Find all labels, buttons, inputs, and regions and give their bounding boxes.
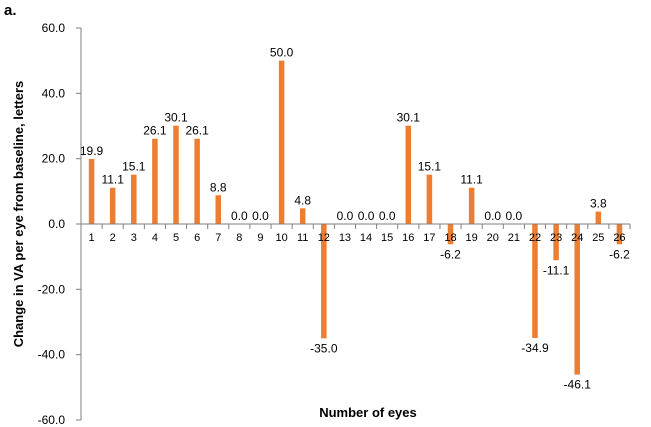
data-label: 8.8	[210, 180, 227, 194]
bar	[278, 60, 285, 224]
x-tick-label: 3	[131, 232, 137, 244]
y-tick-label: 40.0	[42, 86, 66, 100]
bar	[299, 208, 306, 224]
bar	[616, 224, 623, 245]
bar	[595, 211, 602, 224]
x-tick-label: 7	[215, 232, 221, 244]
data-label: 15.1	[418, 160, 442, 174]
data-label: -6.2	[609, 247, 630, 261]
y-tick-label: 60.0	[42, 21, 66, 35]
y-tick-label: 20.0	[42, 152, 66, 166]
y-axis: 60.0 40.0 20.0 0.0 -20.0 -40.0 -60.0	[38, 21, 82, 427]
x-tick-label: 12	[318, 232, 330, 244]
bar	[574, 224, 580, 375]
x-tick-label: 1	[88, 232, 94, 244]
x-axis-title: Number of eyes	[319, 405, 417, 420]
data-label: 3.8	[590, 197, 607, 211]
y-axis-title: Change in VA per eye from baseline, lett…	[11, 81, 26, 348]
bar	[109, 187, 116, 224]
data-label: 0.0	[252, 209, 269, 223]
bar	[152, 138, 158, 224]
x-tick-label: 9	[257, 232, 263, 244]
data-label: 0.0	[379, 209, 396, 223]
x-tick-label: 21	[508, 232, 520, 244]
bar	[426, 174, 433, 224]
x-tick-label: 10	[275, 232, 287, 244]
bar	[88, 158, 95, 224]
data-label: 0.0	[506, 209, 523, 223]
bars: 19.911.115.126.130.126.18.80.0 0.050.04.8…	[80, 46, 630, 392]
data-label: 11.1	[460, 173, 483, 187]
y-tick-label: -60.0	[38, 413, 66, 427]
data-label: -35.0	[310, 341, 338, 355]
bar	[405, 125, 412, 224]
x-axis: 1 2 3 4 5 6 7 8 9 10 11 12 13 14 15 16 17 18 19 20 21 22 23 24 2…	[80, 223, 631, 244]
bar	[553, 224, 559, 261]
data-label: -34.9	[521, 341, 549, 355]
data-label: 26.1	[185, 124, 209, 138]
x-tick-label: 11	[297, 232, 308, 244]
bar	[532, 224, 538, 339]
data-label: 0.0	[231, 209, 248, 223]
x-tick-label: 4	[152, 232, 158, 244]
data-label: 15.1	[122, 160, 146, 174]
data-label: 30.1	[164, 111, 188, 125]
x-tick-label: 16	[402, 232, 414, 244]
data-label: -11.1	[543, 263, 570, 277]
x-tick-label: 18	[444, 232, 456, 244]
bar	[321, 224, 327, 339]
x-tick-label: 22	[529, 232, 541, 244]
data-label: 30.1	[397, 111, 421, 125]
x-tick-label: 26	[613, 232, 625, 244]
panel-label: a.	[4, 2, 17, 19]
data-label: 19.9	[80, 144, 104, 158]
data-label: 11.1	[101, 173, 124, 187]
x-tick-label: 24	[571, 232, 583, 244]
x-tick-label: 19	[466, 232, 478, 244]
x-tick-label: 2	[110, 232, 116, 244]
x-tick-label: 6	[194, 232, 200, 244]
x-tick-label: 17	[423, 232, 435, 244]
bar	[468, 187, 475, 224]
x-tick-label: 5	[173, 232, 179, 244]
data-label: 50.0	[270, 46, 294, 60]
x-tick-label: 25	[592, 232, 604, 244]
x-tick-label: 14	[360, 232, 372, 244]
x-tick-label: 13	[339, 232, 351, 244]
data-label: 0.0	[484, 209, 501, 223]
data-label: -6.2	[440, 247, 461, 261]
y-tick-label: 0.0	[48, 217, 65, 231]
data-label: 4.8	[294, 193, 311, 207]
data-label: 0.0	[337, 209, 354, 223]
data-label: -46.1	[564, 378, 592, 392]
bar	[131, 174, 137, 224]
bar	[447, 224, 454, 245]
y-tick-label: -40.0	[38, 348, 66, 362]
x-tick-label: 8	[236, 232, 242, 244]
x-tick-label: 23	[550, 232, 562, 244]
x-tick-label: 15	[381, 232, 393, 244]
data-label: 26.1	[143, 124, 167, 138]
y-tick-label: -20.0	[38, 282, 66, 296]
bar	[173, 125, 179, 224]
bar	[215, 195, 221, 224]
bar	[194, 138, 200, 224]
x-tick-label: 20	[487, 232, 499, 244]
data-label: 0.0	[358, 209, 375, 223]
